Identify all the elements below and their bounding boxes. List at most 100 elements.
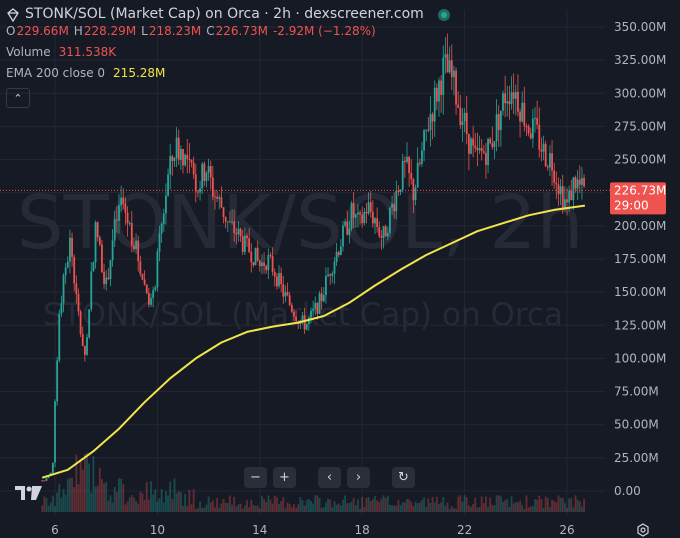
candle-body (184, 154, 187, 166)
candle-body (235, 232, 238, 235)
candle-body (145, 284, 148, 294)
volume-bar (278, 504, 280, 512)
gear-icon[interactable] (636, 523, 650, 537)
symbol-title[interactable]: STONK/SOL (Market Cap) on Orca · 2h · de… (25, 6, 424, 22)
price-tag-countdown: 29:00 (614, 198, 649, 212)
volume-bar (137, 503, 140, 512)
volume-bar (461, 501, 464, 512)
volume-bar (90, 492, 93, 512)
volume-bar (229, 495, 231, 512)
volume-bar (83, 454, 86, 512)
watermark-market: STONK/SOL (Market Cap) on Orca (43, 297, 563, 333)
candle-body (214, 196, 216, 198)
volume-bar (64, 494, 67, 512)
volume-bar (258, 508, 261, 512)
ema-label[interactable]: EMA 200 close 0 (6, 66, 106, 80)
candle-body (139, 261, 142, 274)
candle-body (278, 273, 280, 287)
candle-body (86, 337, 88, 355)
candle-body (303, 315, 306, 330)
candle-body (525, 126, 528, 128)
candle-body (205, 172, 208, 181)
volume-bar (73, 487, 76, 512)
volume-bar (542, 507, 545, 512)
candle-body (352, 203, 355, 218)
y-axis-label: 175.00M (614, 252, 666, 266)
candle-body (81, 333, 84, 347)
volume-bar (167, 495, 169, 512)
volume-bar (555, 502, 558, 512)
collapse-legend-button[interactable]: ⌃ (6, 88, 30, 108)
candle-body (94, 222, 97, 263)
volume-bar (342, 499, 344, 512)
volume-bar (147, 499, 150, 512)
candle-body (549, 153, 551, 168)
candle-body (69, 237, 71, 262)
volume-bar (265, 501, 268, 512)
zoom-out-button[interactable]: − (244, 467, 267, 488)
candle-body (406, 156, 408, 162)
candle-body (282, 283, 285, 297)
scroll-right-button[interactable]: › (347, 467, 370, 488)
volume-bar (480, 496, 483, 512)
reset-chart-button[interactable]: ↻ (392, 467, 415, 488)
volume-bar (218, 507, 221, 512)
candle-body (444, 54, 447, 58)
volume-bar (273, 495, 276, 512)
volume-bar (521, 505, 524, 512)
candle-body (448, 60, 451, 73)
volume-bar (79, 461, 82, 512)
candle-body (73, 256, 76, 284)
y-axis-label: 125.00M (614, 318, 666, 332)
y-axis-label: 250.00M (614, 153, 666, 167)
volume-bar (293, 504, 295, 512)
volume-bar (286, 502, 289, 512)
candle-body (96, 222, 99, 238)
candle-body (71, 237, 73, 257)
tradingview-logo-icon[interactable] (14, 484, 44, 502)
candle-body (156, 251, 159, 288)
symbol-icon (7, 7, 19, 22)
candle-body (115, 219, 118, 221)
candle-body (442, 57, 445, 96)
candle-body (186, 154, 189, 159)
y-axis-label: 275.00M (614, 119, 666, 133)
scroll-left-button[interactable]: ‹ (318, 467, 341, 488)
volume-bar (403, 502, 406, 512)
candle-body (243, 235, 246, 252)
zoom-in-button[interactable]: + (273, 467, 296, 488)
candle-body (485, 152, 487, 165)
candle-body (88, 309, 91, 338)
candle-body (463, 112, 466, 122)
volume-bar (75, 454, 78, 512)
candle-body (207, 166, 210, 173)
ohlc-row: O 229.66M H 228.29M L 218.23M C 226.73M -2.9… (6, 23, 450, 40)
volume-bar (239, 503, 242, 512)
volume-bar (476, 507, 479, 512)
volume-bar (529, 506, 532, 512)
candle-body (521, 102, 524, 122)
volume-bar (81, 469, 84, 512)
candle-body (169, 156, 172, 175)
candle-body (371, 211, 374, 224)
volume-bar (514, 501, 517, 512)
volume-label[interactable]: Volume (6, 45, 51, 59)
candle-body (233, 221, 236, 233)
volume-bar (41, 505, 44, 512)
candle-body (135, 240, 137, 250)
volume-bar (130, 495, 133, 512)
volume-bar (551, 499, 553, 512)
volume-bar (71, 477, 73, 512)
candle-body (354, 214, 357, 218)
candle-body (130, 223, 133, 246)
volume-bar (284, 508, 287, 512)
candle-body (538, 124, 541, 150)
volume-bar (546, 498, 549, 512)
volume-bar (512, 503, 515, 512)
candle-body (478, 148, 481, 151)
low-value: 218.23M (148, 24, 202, 38)
candle-body (152, 290, 155, 299)
volume-bar (197, 508, 199, 512)
volume-bar (165, 491, 167, 512)
